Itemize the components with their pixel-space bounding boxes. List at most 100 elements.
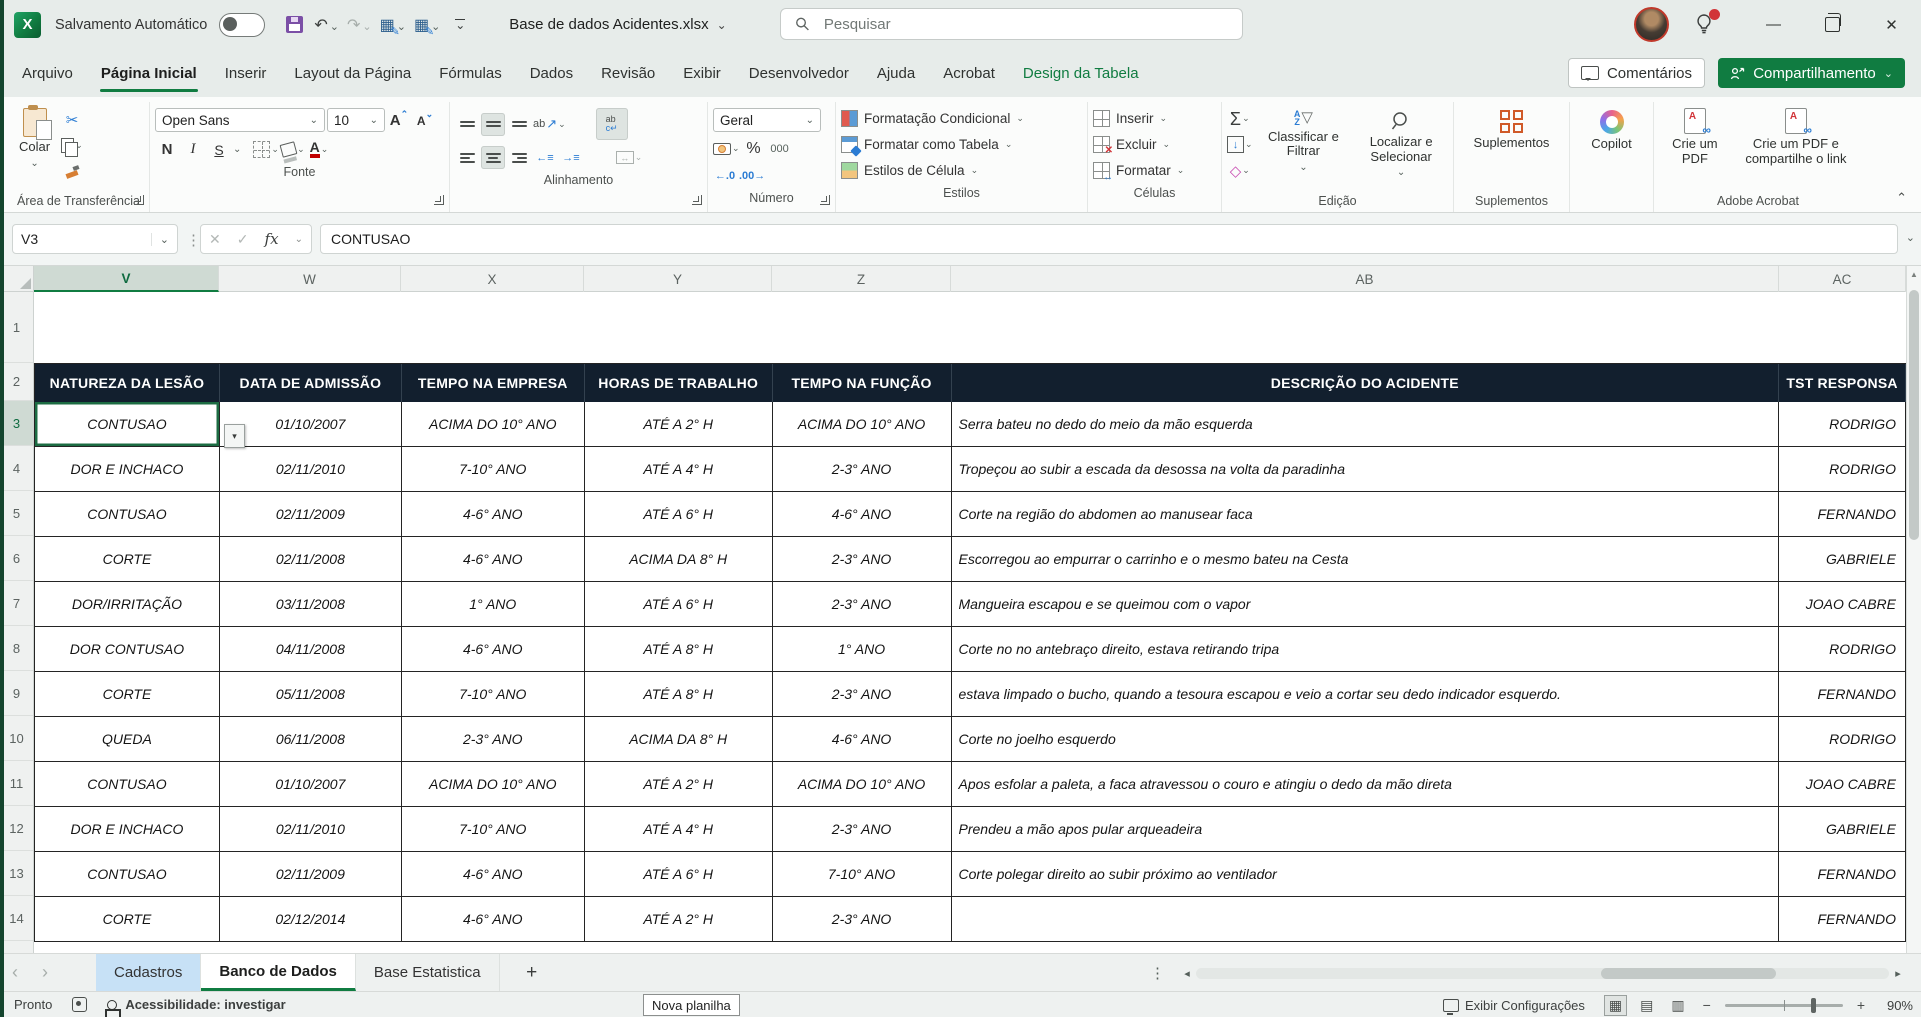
addins-button[interactable]: Suplementos [1468,102,1556,154]
column-header-z[interactable]: Z [772,266,951,292]
share-button[interactable]: Compartilhamento ⌄ [1718,58,1905,88]
cell-natureza-da-lesao[interactable]: CORTE [35,537,220,582]
cell-descricao-do-acidente[interactable]: Corte no no antebraço direito, estava re… [952,627,1780,672]
sheet-nav-prev-button[interactable]: ‹ [0,954,30,991]
cell-tempo-na-funcao[interactable]: 7-10° ANO [773,852,952,897]
header-natureza-da-lesao[interactable]: NATUREZA DA LESÃO [35,364,220,402]
cell-tempo-na-funcao[interactable]: 1° ANO [773,627,952,672]
tab-inserir[interactable]: Inserir [211,49,281,97]
zoom-slider-thumb[interactable] [1811,998,1816,1013]
cell-horas-de-trabalho[interactable]: ATÉ A 4° H [585,807,773,852]
name-box-resize-handle[interactable]: ⋮ [186,231,201,249]
new-sheet-button[interactable]: + [514,954,550,991]
paste-button[interactable]: Colar ⌄ [13,102,56,172]
fill-color-button[interactable]: ⌄ [281,138,305,161]
tab-revisao[interactable]: Revisão [587,49,669,97]
column-header-ab[interactable]: AB [951,266,1779,292]
cell-descricao-do-acidente[interactable] [952,897,1780,942]
accounting-format-button[interactable]: ⌄ [713,137,740,160]
clear-button[interactable]: ◇⌄ [1227,159,1253,182]
search-input[interactable] [822,15,1228,34]
alignment-dialog-launcher[interactable] [692,195,702,205]
column-header-ac[interactable]: AC [1779,266,1906,292]
cell-tempo-na-empresa[interactable]: 4-6° ANO [402,537,585,582]
cell-descricao-do-acidente[interactable]: Apos esfolar a paleta, a faca atravessou… [952,762,1780,807]
tab-formulas[interactable]: Fórmulas [425,49,516,97]
cell-natureza-da-lesao[interactable]: QUEDA [35,717,220,762]
zoom-slider[interactable] [1725,1004,1843,1007]
find-select-button[interactable]: Localizar e Selecionar ⌄ [1354,107,1448,181]
tab-layout-da-pagina[interactable]: Layout da Página [280,49,425,97]
percent-style-button[interactable]: % [742,137,766,160]
sheet-tab-overflow[interactable]: ⋮ [1150,954,1165,992]
row-header[interactable]: 12 [0,806,33,851]
cell-tempo-na-empresa[interactable]: 7-10° ANO [402,672,585,717]
formula-input[interactable]: CONTUSAO [320,224,1898,254]
undo-button[interactable]: ↶⌄ [311,10,342,40]
header-descricao-do-acidente[interactable]: DESCRIÇÃO DO ACIDENTE [952,364,1780,402]
cell-descricao-do-acidente[interactable]: estava limpado o bucho, quando a tesoura… [952,672,1780,717]
cell-tst-responsavel[interactable]: FERNANDO [1779,492,1906,537]
cell-tempo-na-empresa[interactable]: 4-6° ANO [402,852,585,897]
tab-desenvolvedor[interactable]: Desenvolvedor [735,49,863,97]
tab-exibir[interactable]: Exibir [669,49,735,97]
clipboard-dialog-launcher[interactable] [134,195,144,205]
font-dialog-launcher[interactable] [434,195,444,205]
cell-tst-responsavel[interactable]: GABRIELE [1779,807,1906,852]
row-header[interactable]: 6 [0,536,33,581]
row-header[interactable]: 3 [0,401,33,446]
chevron-down-icon[interactable]: ⌄ [233,144,241,155]
create-pdf-button[interactable]: Crie um PDF [1659,102,1731,169]
page-layout-view-button[interactable]: ▤ [1636,996,1657,1015]
row-header[interactable]: 4 [0,446,33,491]
cell-horas-de-trabalho[interactable]: ATÉ A 2° H [585,897,773,942]
increase-font-button[interactable]: A⌃ [387,109,411,132]
row-header[interactable]: 10 [0,716,33,761]
cell-tst-responsavel[interactable]: RODRIGO [1779,402,1906,447]
account-avatar[interactable] [1634,7,1669,42]
cell-data-de-admissao[interactable]: 03/11/2008 [220,582,402,627]
cell-data-de-admissao[interactable]: 06/11/2008 [220,717,402,762]
align-center-button[interactable] [481,146,505,169]
font-size-combo[interactable]: 10⌄ [327,108,385,132]
align-left-button[interactable] [455,146,479,169]
close-button[interactable]: ✕ [1862,0,1921,49]
row-header[interactable]: 14 [0,896,33,941]
decrease-indent-button[interactable]: ←≡ [533,146,557,169]
cell-tempo-na-funcao[interactable]: 4-6° ANO [773,717,952,762]
share-pdf-button[interactable]: Crie um PDF e compartilhe o link [1735,102,1857,169]
number-format-combo[interactable]: Geral⌄ [713,108,821,132]
cell-data-de-admissao[interactable]: 02/11/2009 [220,852,402,897]
cell-tempo-na-funcao[interactable]: ACIMA DO 10° ANO [773,762,952,807]
cell-tempo-na-empresa[interactable]: 1° ANO [402,582,585,627]
cell-natureza-da-lesao[interactable]: CONTUSAO [35,762,220,807]
align-right-button[interactable] [507,146,531,169]
cell-descricao-do-acidente[interactable]: Corte polegar direito ao subir próximo a… [952,852,1780,897]
italic-button[interactable]: I [181,138,205,161]
cell-tempo-na-empresa[interactable]: 2-3° ANO [402,717,585,762]
row-header[interactable]: 8 [0,626,33,671]
increase-indent-button[interactable]: →≡ [559,146,583,169]
format-painter-button[interactable] [60,160,84,183]
cell-horas-de-trabalho[interactable]: ATÉ A 6° H [585,852,773,897]
row-header[interactable]: 9 [0,671,33,716]
delete-cells-button[interactable]: ✕ Excluir ⌄ [1093,133,1216,156]
horizontal-scrollbar-thumb[interactable] [1601,968,1776,979]
cell-descricao-do-acidente[interactable]: Escorregou ao empurrar o carrinho e o me… [952,537,1780,582]
cell-tempo-na-empresa[interactable]: 7-10° ANO [402,807,585,852]
insert-cells-button[interactable]: Inserir ⌄ [1093,107,1216,130]
cell-tempo-na-empresa[interactable]: 4-6° ANO [402,492,585,537]
cell-natureza-da-lesao[interactable]: CORTE [35,897,220,942]
view-settings-button[interactable]: Exibir Configurações [1433,992,1595,1017]
header-tempo-na-funcao[interactable]: TEMPO NA FUNÇÃO [773,364,952,402]
table-style-quick-button[interactable]: ▦✎⌄ [377,10,409,40]
cell-data-de-admissao[interactable]: 02/11/2010 [220,447,402,492]
comments-button[interactable]: Comentários [1568,58,1705,88]
align-top-button[interactable] [455,113,479,136]
cell-tempo-na-empresa[interactable]: 4-6° ANO [402,627,585,672]
page-break-view-button[interactable]: ▥ [1667,996,1688,1015]
cell-styles-button[interactable]: Estilos de Célula ⌄ [841,159,1082,182]
copilot-button[interactable]: Copilot [1585,102,1637,155]
normal-view-button[interactable]: ▦ [1605,996,1626,1015]
cell-tempo-na-funcao[interactable]: ACIMA DO 10° ANO [773,402,952,447]
